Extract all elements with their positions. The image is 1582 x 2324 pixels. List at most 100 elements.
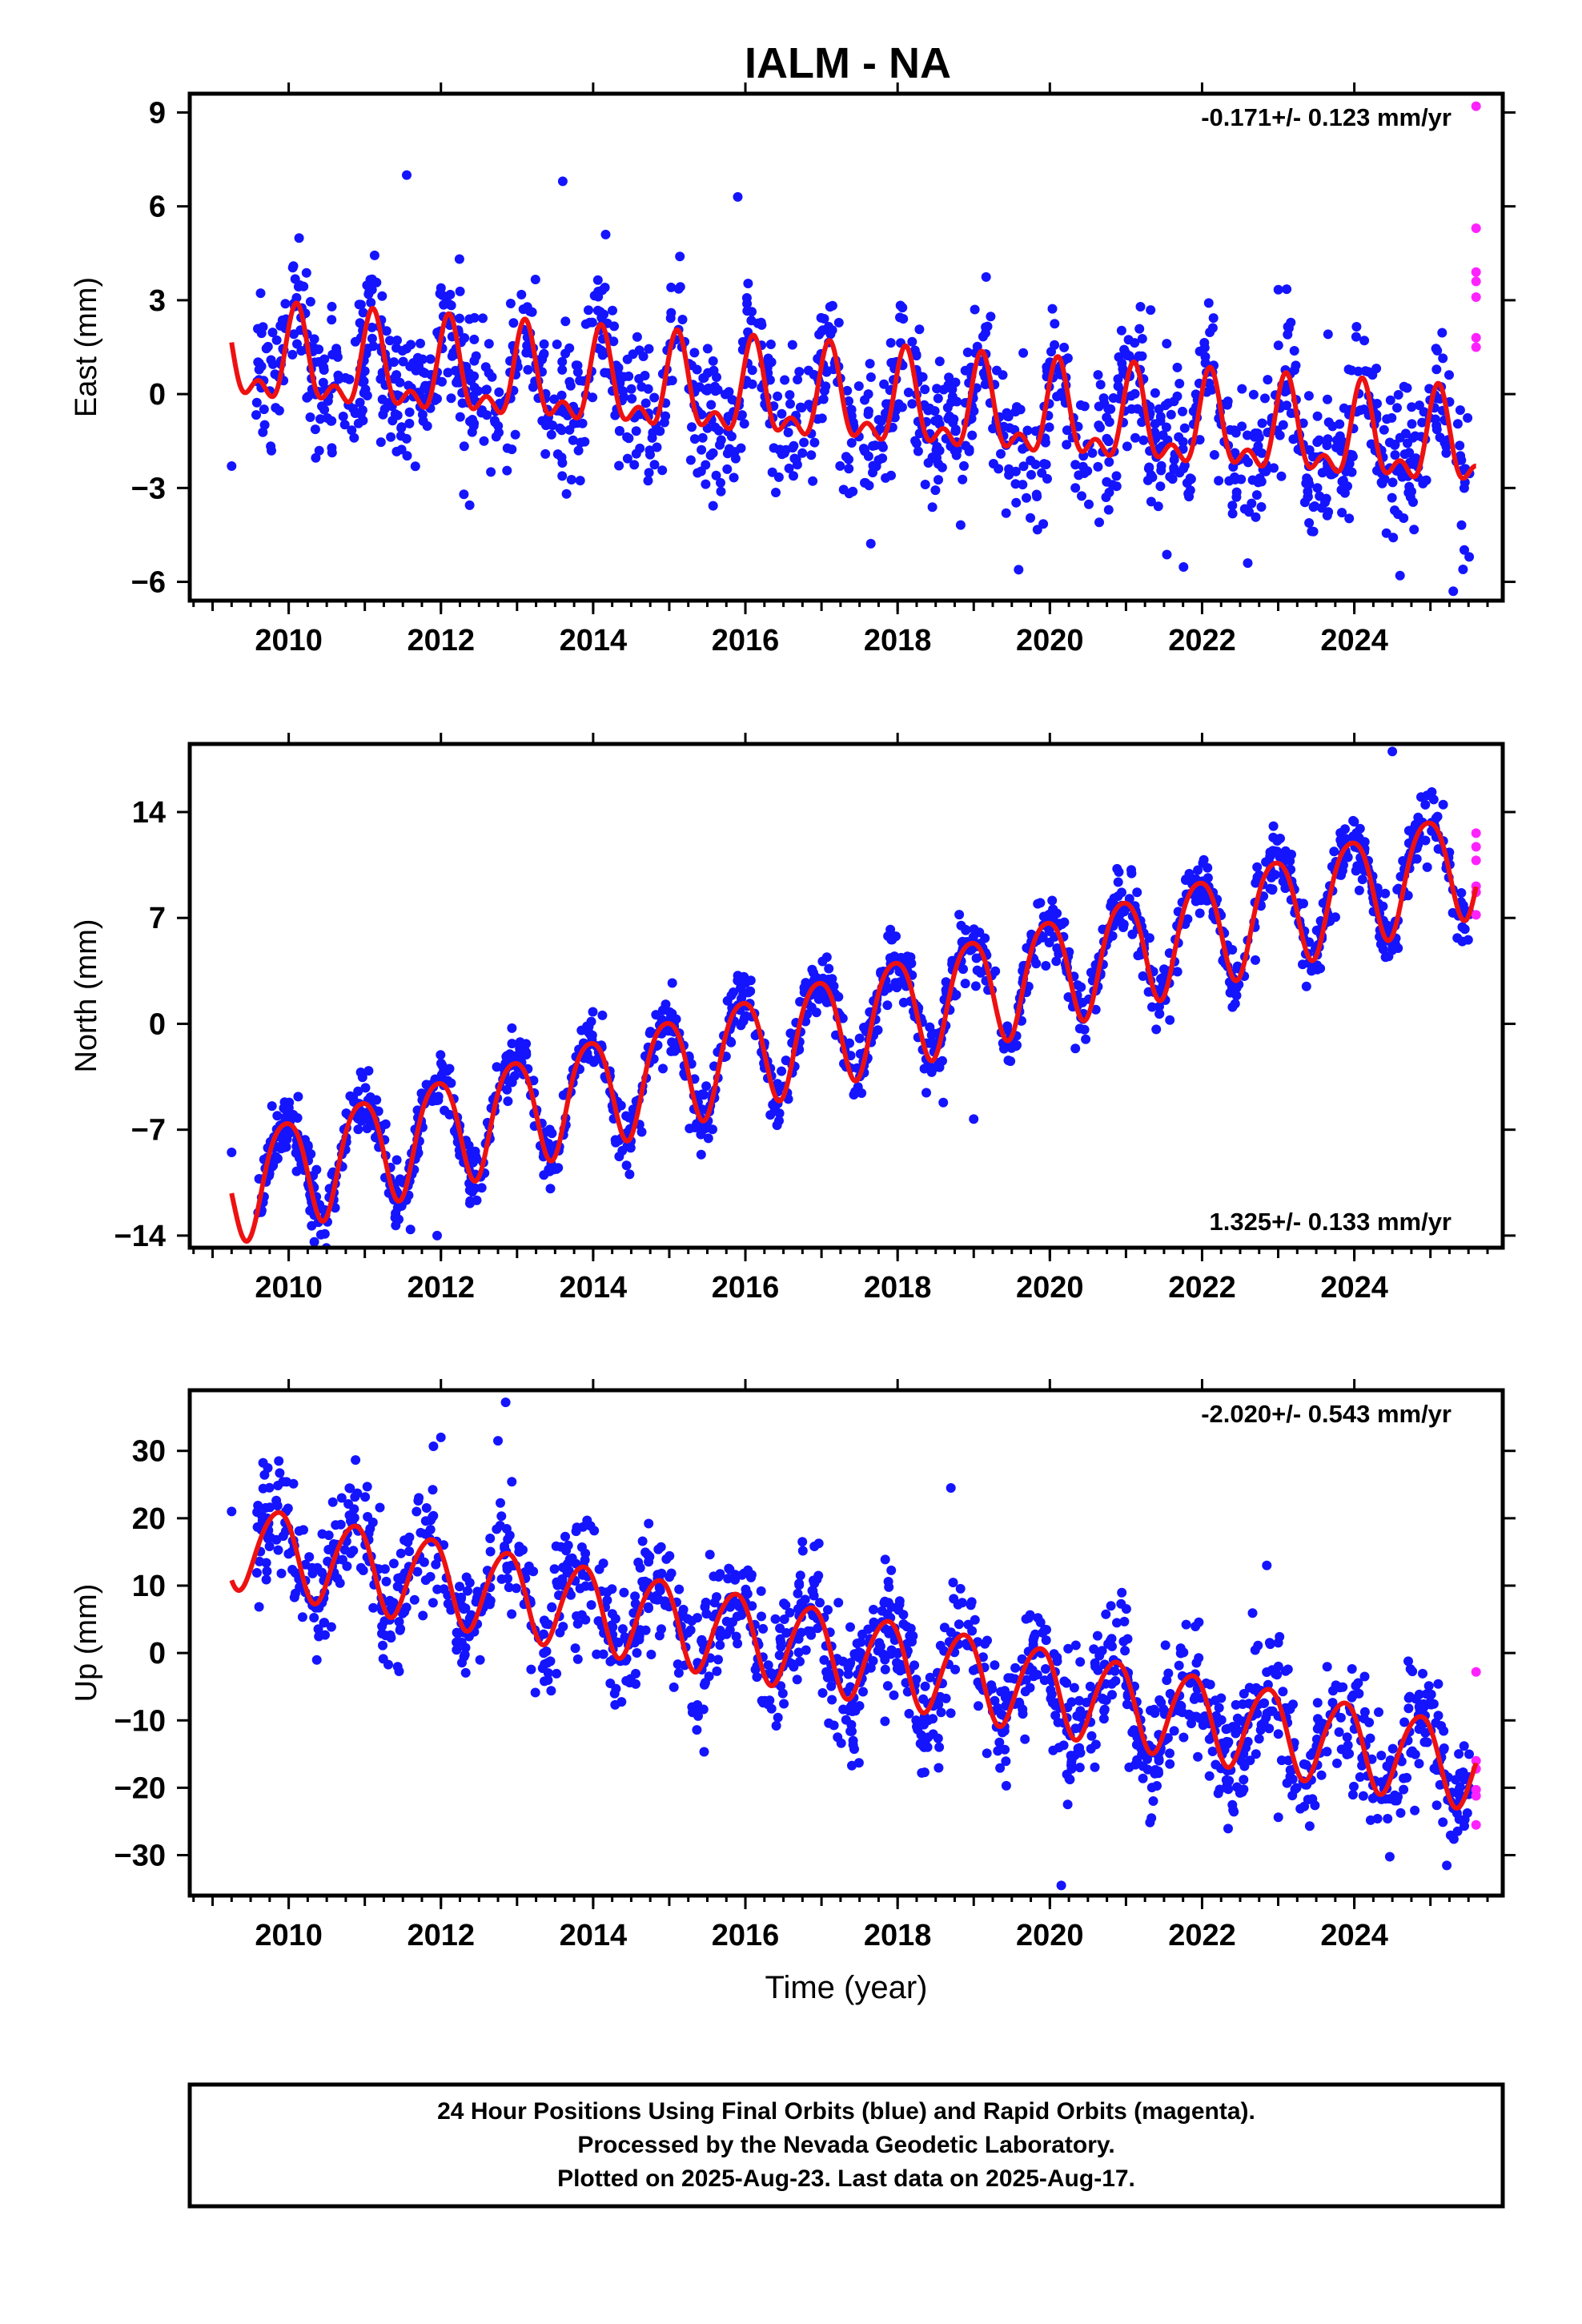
data-point <box>444 300 455 310</box>
data-point <box>1052 1656 1062 1667</box>
data-point <box>774 1651 785 1660</box>
data-point <box>767 467 777 477</box>
data-point <box>934 356 945 367</box>
data-point <box>1301 981 1311 991</box>
x-tick-label: 2012 <box>407 624 475 657</box>
data-point <box>863 409 873 420</box>
data-point <box>389 357 399 368</box>
data-point <box>549 394 560 404</box>
data-point <box>1137 351 1147 361</box>
data-point <box>996 448 1006 459</box>
data-point <box>919 1719 929 1730</box>
data-point <box>305 296 315 307</box>
data-point <box>696 466 706 476</box>
data-point <box>404 1532 415 1542</box>
data-point <box>947 384 958 395</box>
data-point <box>1250 428 1260 438</box>
data-point <box>806 1630 817 1640</box>
data-point <box>1146 305 1156 316</box>
data-point <box>1106 1679 1117 1689</box>
data-point <box>1399 1784 1409 1795</box>
data-point <box>685 1124 695 1134</box>
data-point <box>897 402 907 412</box>
data-point <box>645 449 655 460</box>
data-point <box>1162 339 1172 349</box>
data-point <box>660 1596 670 1606</box>
data-point <box>1070 483 1081 493</box>
data-point <box>1229 425 1239 436</box>
data-point <box>262 1566 272 1576</box>
data-point <box>643 1550 653 1560</box>
data-point <box>1179 423 1190 433</box>
data-point <box>779 1614 789 1624</box>
data-point <box>1433 1711 1443 1721</box>
data-point <box>1191 896 1201 907</box>
data-point <box>636 1127 647 1137</box>
data-point <box>381 1576 391 1586</box>
data-point <box>1186 474 1196 485</box>
data-point <box>469 334 480 344</box>
data-point <box>1132 887 1142 898</box>
data-point <box>1041 1635 1051 1646</box>
data-point <box>1387 1743 1398 1754</box>
data-point <box>819 314 829 324</box>
data-point <box>504 1582 514 1593</box>
data-point <box>311 452 321 463</box>
data-point <box>1409 525 1419 535</box>
data-point <box>666 282 677 292</box>
data-point <box>1020 1687 1030 1697</box>
data-point <box>1304 518 1315 528</box>
data-point <box>1184 1709 1194 1719</box>
data-point <box>1432 811 1443 822</box>
data-point <box>1178 464 1189 473</box>
data-point <box>833 317 844 328</box>
data-point <box>649 460 660 470</box>
data-point <box>1365 1815 1375 1825</box>
data-point <box>765 340 776 349</box>
data-point <box>507 1039 517 1049</box>
data-point <box>1289 346 1299 356</box>
data-point <box>889 1690 899 1700</box>
data-point <box>1270 870 1280 880</box>
data-point <box>1349 817 1359 827</box>
data-point <box>809 1542 820 1551</box>
data-point <box>1322 510 1332 521</box>
x-tick-label: 2010 <box>255 1919 323 1952</box>
data-point <box>697 1636 707 1647</box>
data-point <box>1438 799 1448 810</box>
data-point <box>511 1583 521 1594</box>
data-point <box>1455 1783 1464 1794</box>
data-point <box>259 420 270 430</box>
data-point <box>674 1584 685 1594</box>
data-point <box>925 1672 935 1683</box>
data-point <box>1172 362 1182 372</box>
y-tick-label: −6 <box>131 566 166 600</box>
data-point <box>693 1613 702 1623</box>
data-point <box>1344 459 1355 468</box>
data-point <box>1130 388 1140 399</box>
x-tick-label: 2024 <box>1320 624 1388 657</box>
rapid-point <box>1471 101 1481 111</box>
data-point <box>267 328 278 338</box>
data-point <box>1239 1784 1249 1795</box>
data-point <box>1056 1880 1066 1891</box>
data-point <box>648 428 658 438</box>
data-point <box>1102 476 1112 487</box>
data-point <box>765 1110 776 1120</box>
data-point <box>549 1564 560 1574</box>
data-point <box>572 1654 583 1664</box>
data-point <box>559 408 569 418</box>
data-point <box>261 1558 271 1568</box>
data-point <box>391 1155 402 1165</box>
data-point <box>1092 1630 1102 1641</box>
data-point <box>930 416 941 426</box>
data-point <box>980 1638 990 1649</box>
data-point <box>1153 501 1163 512</box>
data-point <box>1111 481 1122 492</box>
data-point <box>1117 358 1127 368</box>
panel-east: 2010 2012 2014 2016 2018 2020 2022 20249630−3−6… <box>70 82 1516 657</box>
data-point <box>737 336 748 347</box>
data-point <box>1276 471 1287 481</box>
x-tick-label: 2022 <box>1168 624 1236 657</box>
data-point <box>1257 448 1267 458</box>
